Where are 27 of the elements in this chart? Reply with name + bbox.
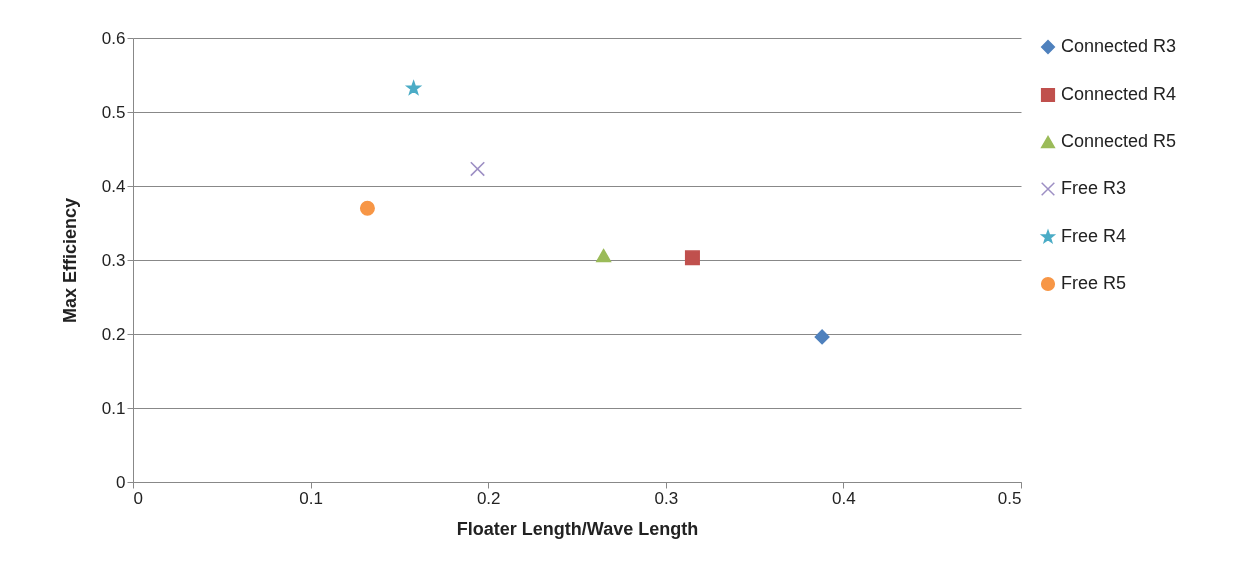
x-tick-label: 0: [133, 488, 143, 508]
x-axis-title: Floater Length/Wave Length: [456, 518, 699, 539]
y-axis-title: Max Efficiency: [59, 197, 80, 324]
legend-label: Connected R3: [1061, 36, 1177, 56]
point: [470, 161, 486, 177]
x-tick-label: 0.5: [997, 488, 1022, 508]
point: [814, 329, 830, 345]
y-tick-label: 0.1: [101, 398, 126, 418]
point: [684, 250, 700, 266]
legend-label: Free R5: [1061, 273, 1127, 293]
y-tick-label: 0: [116, 472, 126, 492]
y-tick-label: 0.3: [101, 250, 126, 270]
x-tick-label: 0.3: [654, 488, 679, 508]
y-tick-label: 0.2: [101, 324, 126, 344]
point: [406, 80, 421, 95]
point: [596, 248, 612, 263]
x-tick-label: 0.2: [476, 488, 501, 508]
legend-label: Free R4: [1061, 226, 1127, 246]
legend-label: Connected R5: [1061, 131, 1177, 151]
legend-label: Free R3: [1061, 178, 1127, 198]
y-tick-label: 0.5: [101, 102, 126, 122]
y-tick-label: 0.6: [101, 28, 126, 48]
legend-label: Connected R4: [1061, 84, 1177, 104]
x-tick-label: 0.1: [299, 488, 323, 508]
x-tick-label: 0.4: [832, 488, 856, 508]
point: [359, 200, 375, 216]
y-tick-label: 0.4: [101, 176, 126, 196]
